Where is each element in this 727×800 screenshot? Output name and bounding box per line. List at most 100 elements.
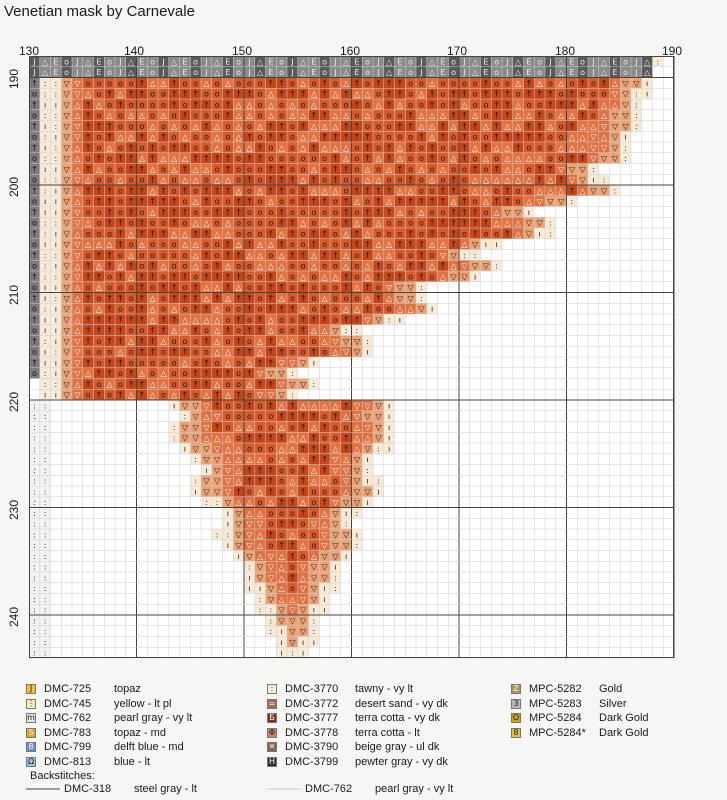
svg-text:ı: ı bbox=[646, 90, 648, 99]
svg-text:↑: ↑ bbox=[472, 165, 479, 174]
svg-text:o: o bbox=[172, 251, 177, 260]
svg-text:o: o bbox=[258, 229, 263, 238]
svg-text:o: o bbox=[118, 283, 123, 292]
svg-text:↑: ↑ bbox=[300, 294, 307, 303]
svg-text:o: o bbox=[225, 133, 230, 142]
svg-text:△: △ bbox=[85, 90, 92, 99]
svg-text:△: △ bbox=[85, 176, 92, 185]
svg-text:↑: ↑ bbox=[214, 186, 221, 195]
svg-text:o: o bbox=[129, 176, 134, 185]
svg-text:△: △ bbox=[429, 133, 436, 142]
svg-text:▽: ▽ bbox=[214, 477, 221, 486]
svg-text:↑: ↑ bbox=[149, 143, 156, 152]
svg-text:△: △ bbox=[74, 229, 81, 238]
svg-text:↑: ↑ bbox=[278, 305, 285, 314]
svg-text::: : bbox=[592, 165, 595, 174]
svg-text:o: o bbox=[193, 143, 198, 152]
svg-text:o: o bbox=[225, 380, 230, 389]
svg-text:ı: ı bbox=[227, 520, 229, 529]
svg-text:o: o bbox=[258, 79, 263, 88]
svg-text:o: o bbox=[268, 520, 273, 529]
svg-text:↑: ↑ bbox=[472, 122, 479, 131]
svg-text:E: E bbox=[225, 68, 230, 77]
svg-text:o: o bbox=[322, 434, 327, 443]
svg-text:△: △ bbox=[515, 68, 522, 77]
svg-text:o: o bbox=[225, 305, 230, 314]
svg-text:△: △ bbox=[257, 57, 264, 66]
svg-text:△: △ bbox=[343, 111, 350, 120]
svg-text:E: E bbox=[612, 57, 617, 66]
svg-text:△: △ bbox=[74, 186, 81, 195]
svg-text:↑: ↑ bbox=[536, 90, 543, 99]
svg-text:△: △ bbox=[451, 154, 458, 163]
svg-text::: : bbox=[33, 498, 36, 507]
svg-text:↑: ↑ bbox=[450, 90, 457, 99]
svg-text:▽: ▽ bbox=[440, 251, 447, 260]
svg-text::: : bbox=[356, 509, 359, 518]
svg-text:△: △ bbox=[515, 57, 522, 66]
svg-text:△: △ bbox=[279, 143, 286, 152]
svg-text:↑: ↑ bbox=[289, 305, 296, 314]
svg-text:o: o bbox=[193, 133, 198, 142]
svg-text:↑: ↑ bbox=[31, 79, 38, 88]
svg-text:o: o bbox=[118, 305, 123, 314]
svg-text:↑: ↑ bbox=[268, 165, 275, 174]
svg-text:△: △ bbox=[203, 412, 210, 421]
svg-text:△: △ bbox=[74, 315, 81, 324]
legend-item: Z MPC-5282 Gold bbox=[511, 682, 649, 697]
svg-text:↑: ↑ bbox=[225, 154, 232, 163]
svg-text:o: o bbox=[301, 262, 306, 271]
svg-text:o: o bbox=[225, 423, 230, 432]
svg-text:o: o bbox=[483, 133, 488, 142]
row-number: 240 bbox=[7, 606, 21, 628]
svg-text:▽: ▽ bbox=[623, 90, 630, 99]
svg-text:▽: ▽ bbox=[64, 240, 71, 249]
svg-text:o: o bbox=[236, 229, 241, 238]
svg-text:↑: ↑ bbox=[117, 219, 124, 228]
svg-text:o: o bbox=[96, 294, 101, 303]
svg-text:△: △ bbox=[171, 154, 178, 163]
svg-text:↑: ↑ bbox=[31, 186, 38, 195]
svg-text:△: △ bbox=[257, 240, 264, 249]
svg-text:o: o bbox=[333, 294, 338, 303]
svg-text:o: o bbox=[408, 208, 413, 217]
svg-text:△: △ bbox=[236, 477, 243, 486]
svg-text:↑: ↑ bbox=[214, 423, 221, 432]
svg-text:o: o bbox=[118, 143, 123, 152]
svg-text:△: △ bbox=[214, 122, 221, 131]
svg-text:↑: ↑ bbox=[171, 315, 178, 324]
svg-text:▽: ▽ bbox=[203, 487, 210, 496]
svg-text:↑: ↑ bbox=[96, 251, 103, 260]
svg-text:▽: ▽ bbox=[612, 133, 619, 142]
svg-text:△: △ bbox=[429, 79, 436, 88]
svg-text:▽: ▽ bbox=[354, 455, 361, 464]
svg-text:o: o bbox=[86, 154, 91, 163]
svg-text:↑: ↑ bbox=[289, 90, 296, 99]
svg-text:o: o bbox=[397, 111, 402, 120]
svg-text:↑: ↑ bbox=[85, 133, 92, 142]
svg-text:△: △ bbox=[300, 133, 307, 142]
svg-text::: : bbox=[194, 477, 197, 486]
svg-text:o: o bbox=[311, 79, 316, 88]
svg-text::: : bbox=[33, 487, 36, 496]
svg-text:△: △ bbox=[494, 176, 501, 185]
svg-text:o: o bbox=[139, 143, 144, 152]
svg-text::: : bbox=[33, 466, 36, 475]
svg-text:o: o bbox=[247, 208, 252, 217]
svg-text:o: o bbox=[279, 509, 284, 518]
svg-text:▽: ▽ bbox=[64, 208, 71, 217]
svg-text:▽: ▽ bbox=[289, 627, 296, 636]
svg-text:↑: ↑ bbox=[601, 79, 608, 88]
svg-text:△: △ bbox=[246, 455, 253, 464]
svg-text:o: o bbox=[161, 122, 166, 131]
svg-text:o: o bbox=[537, 143, 542, 152]
svg-text:o: o bbox=[440, 176, 445, 185]
svg-text:△: △ bbox=[472, 186, 479, 195]
svg-text:△: △ bbox=[429, 176, 436, 185]
svg-text:o: o bbox=[301, 154, 306, 163]
svg-text:▽: ▽ bbox=[612, 143, 619, 152]
svg-text:△: △ bbox=[569, 143, 576, 152]
svg-text:o: o bbox=[462, 79, 467, 88]
svg-text:o: o bbox=[322, 487, 327, 496]
svg-text:△: △ bbox=[343, 57, 350, 66]
